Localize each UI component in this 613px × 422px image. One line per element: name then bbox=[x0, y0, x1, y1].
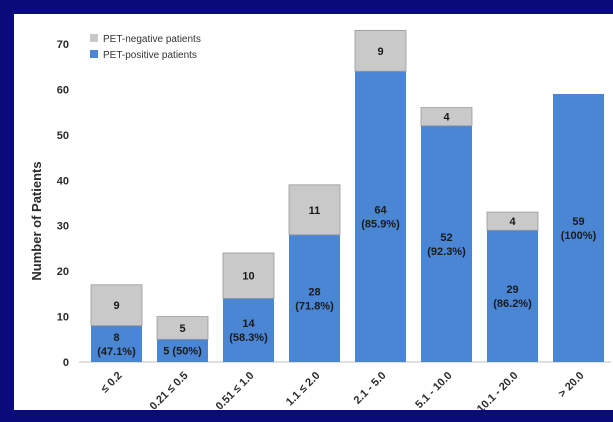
bar-label-pet-positive: 52 (92.3%) bbox=[427, 232, 466, 258]
bar-label-pet-positive: 28 (71.8%) bbox=[295, 286, 334, 312]
bar-pet-negative bbox=[486, 211, 539, 231]
bar-label-pet-negative: 9 bbox=[377, 46, 383, 58]
bar-label-pet-positive: 64 (85.9%) bbox=[361, 205, 400, 231]
bar-pet-positive bbox=[157, 339, 208, 362]
bar-pet-positive bbox=[355, 71, 406, 362]
x-tick-label: 5.1 - 10.0 bbox=[413, 370, 454, 410]
y-tick-label: 70 bbox=[57, 39, 69, 51]
bar-pet-negative bbox=[288, 184, 341, 236]
bar-label-pet-positive: 8 (47.1%) bbox=[97, 332, 136, 358]
legend-swatch-pet-positive bbox=[90, 50, 98, 58]
bar-chart: 9 8 (47.1%) 5 5 (50%) 10 14 (58.3%) 11 28 (71.8%) 9… bbox=[29, 29, 611, 410]
bar-pet-positive bbox=[553, 93, 604, 362]
bar-pet-negative bbox=[156, 316, 209, 340]
bar-label-pet-negative: 10 bbox=[242, 271, 254, 283]
x-tick-label: > 20.0 bbox=[556, 370, 586, 400]
bar-pet-negative bbox=[420, 107, 473, 127]
bar-label-pet-positive: 5 (50%) bbox=[163, 346, 202, 358]
bar-label-pet-positive: 59 (100%) bbox=[561, 216, 597, 242]
x-tick-label: 0.21 ≤ 0.5 bbox=[148, 370, 191, 410]
y-tick-label: 60 bbox=[57, 84, 69, 96]
bar-pet-positive bbox=[487, 230, 538, 362]
legend-swatch-pet-negative bbox=[90, 34, 98, 42]
x-tick-label: 2.1 - 5.0 bbox=[352, 370, 389, 407]
x-tick-label: 1.1 ≤ 2.0 bbox=[284, 370, 323, 409]
chart-frame: 9 8 (47.1%) 5 5 (50%) 10 14 (58.3%) 11 28 (71.8%) 9… bbox=[14, 14, 613, 410]
legend-label-pet-positive: PET-positive patients bbox=[103, 50, 197, 61]
y-tick-labels: 0 10 20 30 40 50 60 70 bbox=[57, 39, 69, 369]
bar-pet-negative bbox=[222, 252, 275, 299]
bar-pet-positive bbox=[223, 298, 274, 362]
y-tick-label: 20 bbox=[57, 266, 69, 278]
bar-label-pet-negative: 4 bbox=[443, 112, 450, 124]
y-tick-label: 0 bbox=[63, 357, 69, 369]
legend: PET-negative patients PET-positive patie… bbox=[90, 34, 201, 61]
bar-label-pet-negative: 5 bbox=[179, 323, 185, 335]
bar-labels: 9 8 (47.1%) 5 5 (50%) 10 14 (58.3%) 11 28 (71.8%) 9… bbox=[97, 46, 596, 358]
y-axis-label: Number of Patients bbox=[29, 161, 44, 280]
bar-pet-positive bbox=[421, 125, 472, 363]
bar-pet-positive bbox=[289, 234, 340, 362]
y-tick-label: 30 bbox=[57, 221, 69, 233]
bar-label-pet-positive: 14 (58.3%) bbox=[229, 318, 268, 344]
bar-label-pet-negative: 9 bbox=[113, 300, 119, 312]
legend-label-pet-negative: PET-negative patients bbox=[103, 34, 201, 45]
bars bbox=[90, 29, 604, 363]
bar-pet-negative bbox=[90, 284, 143, 327]
bar-label-pet-negative: 11 bbox=[309, 205, 321, 217]
y-tick-label: 10 bbox=[57, 312, 69, 324]
bar-pet-positive bbox=[91, 325, 142, 362]
x-tick-label: 10.1 - 20.0 bbox=[475, 370, 521, 410]
x-tick-labels: ≤ 0.2 0.21 ≤ 0.5 0.51 ≤ 1.0 1.1 ≤ 2.0 2.1 - … bbox=[99, 370, 587, 410]
x-tick-label: ≤ 0.2 bbox=[99, 370, 125, 396]
bar-label-pet-negative: 4 bbox=[509, 216, 516, 228]
bar-pet-negative bbox=[354, 29, 407, 72]
y-tick-label: 50 bbox=[57, 130, 69, 142]
bar-label-pet-positive: 29 (86.2%) bbox=[493, 284, 532, 310]
x-tick-label: 0.51 ≤ 1.0 bbox=[214, 370, 257, 410]
y-tick-label: 40 bbox=[57, 175, 69, 187]
